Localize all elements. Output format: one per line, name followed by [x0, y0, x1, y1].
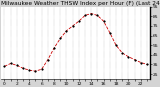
Text: Milwaukee Weather THSW Index per Hour (F) (Last 24 Hours): Milwaukee Weather THSW Index per Hour (F… [1, 1, 160, 6]
